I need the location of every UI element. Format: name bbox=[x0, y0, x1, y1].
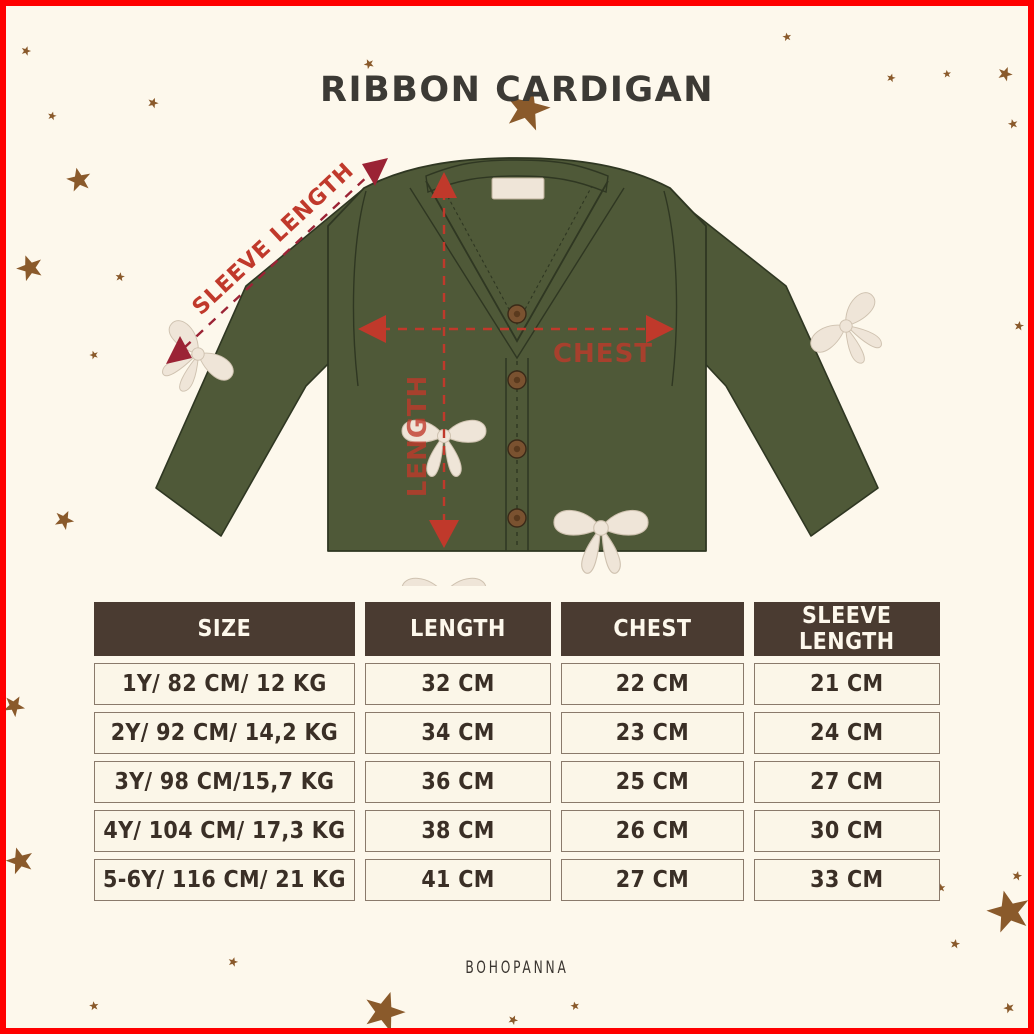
button bbox=[507, 304, 527, 324]
page-title: RIBBON CARDIGAN bbox=[320, 70, 714, 110]
size-table: SIZE LENGTH CHEST SLEEVE LENGTH 1Y/ 82 C… bbox=[84, 595, 950, 908]
table-header-row: SIZE LENGTH CHEST SLEEVE LENGTH bbox=[94, 602, 940, 656]
brand-label-tag bbox=[491, 177, 545, 200]
cardigan-illustration: LENGTH CHEST SLEEVE LENGTH bbox=[155, 157, 882, 586]
cell-length: 32 CM bbox=[364, 663, 552, 705]
table-row: 3Y/ 98 CM/15,7 KG 36 CM 25 CM 27 CM bbox=[94, 761, 940, 803]
cell-length: 34 CM bbox=[364, 712, 552, 754]
cell-size: 2Y/ 92 CM/ 14,2 KG bbox=[94, 712, 355, 754]
cell-sleeve-length: 30 CM bbox=[753, 810, 940, 852]
cell-sleeve-length: 33 CM bbox=[753, 859, 940, 901]
cell-size: 4Y/ 104 CM/ 17,3 KG bbox=[94, 810, 355, 852]
cell-length: 41 CM bbox=[364, 859, 552, 901]
column-header-chest: CHEST bbox=[561, 602, 744, 656]
chest-label: CHEST bbox=[553, 339, 653, 369]
column-header-size: SIZE bbox=[94, 602, 355, 656]
table-row: 1Y/ 82 CM/ 12 KG 32 CM 22 CM 21 CM bbox=[94, 663, 940, 705]
length-measurement: LENGTH bbox=[403, 172, 459, 548]
ribbon-bow bbox=[401, 419, 487, 477]
table-row: 2Y/ 92 CM/ 14,2 KG 34 CM 23 CM 24 CM bbox=[94, 712, 940, 754]
cardigan-body bbox=[327, 157, 707, 552]
button bbox=[507, 439, 527, 459]
ribbon-bow bbox=[810, 292, 882, 364]
cell-sleeve-length: 21 CM bbox=[753, 663, 940, 705]
cell-length: 36 CM bbox=[364, 761, 552, 803]
table-row: 4Y/ 104 CM/ 17,3 KG 38 CM 26 CM 30 CM bbox=[94, 810, 940, 852]
collar bbox=[409, 159, 625, 360]
column-header-length: LENGTH bbox=[364, 602, 552, 656]
cell-sleeve-length: 24 CM bbox=[753, 712, 940, 754]
cell-size: 3Y/ 98 CM/15,7 KG bbox=[94, 761, 355, 803]
ribbon-bow bbox=[402, 577, 486, 586]
table-row: 5-6Y/ 116 CM/ 21 KG 41 CM 27 CM 33 CM bbox=[94, 859, 940, 901]
ribbon-bow bbox=[162, 320, 234, 392]
cell-chest: 27 CM bbox=[561, 859, 744, 901]
cell-chest: 25 CM bbox=[561, 761, 744, 803]
brand-name: BOHOPANNA bbox=[465, 958, 569, 978]
cell-chest: 26 CM bbox=[561, 810, 744, 852]
column-header-sleeve-length: SLEEVE LENGTH bbox=[753, 602, 940, 656]
cell-size: 1Y/ 82 CM/ 12 KG bbox=[94, 663, 355, 705]
button bbox=[507, 508, 527, 528]
length-label: LENGTH bbox=[403, 375, 433, 497]
cell-sleeve-length: 27 CM bbox=[753, 761, 940, 803]
cell-length: 38 CM bbox=[364, 810, 552, 852]
buttons bbox=[507, 304, 527, 528]
size-table-container: SIZE LENGTH CHEST SLEEVE LENGTH 1Y/ 82 C… bbox=[94, 595, 960, 908]
cell-chest: 22 CM bbox=[561, 663, 744, 705]
cell-chest: 23 CM bbox=[561, 712, 744, 754]
ribbon-bow bbox=[553, 509, 649, 574]
cell-size: 5-6Y/ 116 CM/ 21 KG bbox=[94, 859, 355, 901]
size-chart-card: RIBBON CARDIGAN bbox=[6, 6, 1028, 1028]
chest-measurement: CHEST bbox=[358, 315, 674, 369]
button-placket bbox=[505, 358, 529, 551]
button bbox=[507, 370, 527, 390]
